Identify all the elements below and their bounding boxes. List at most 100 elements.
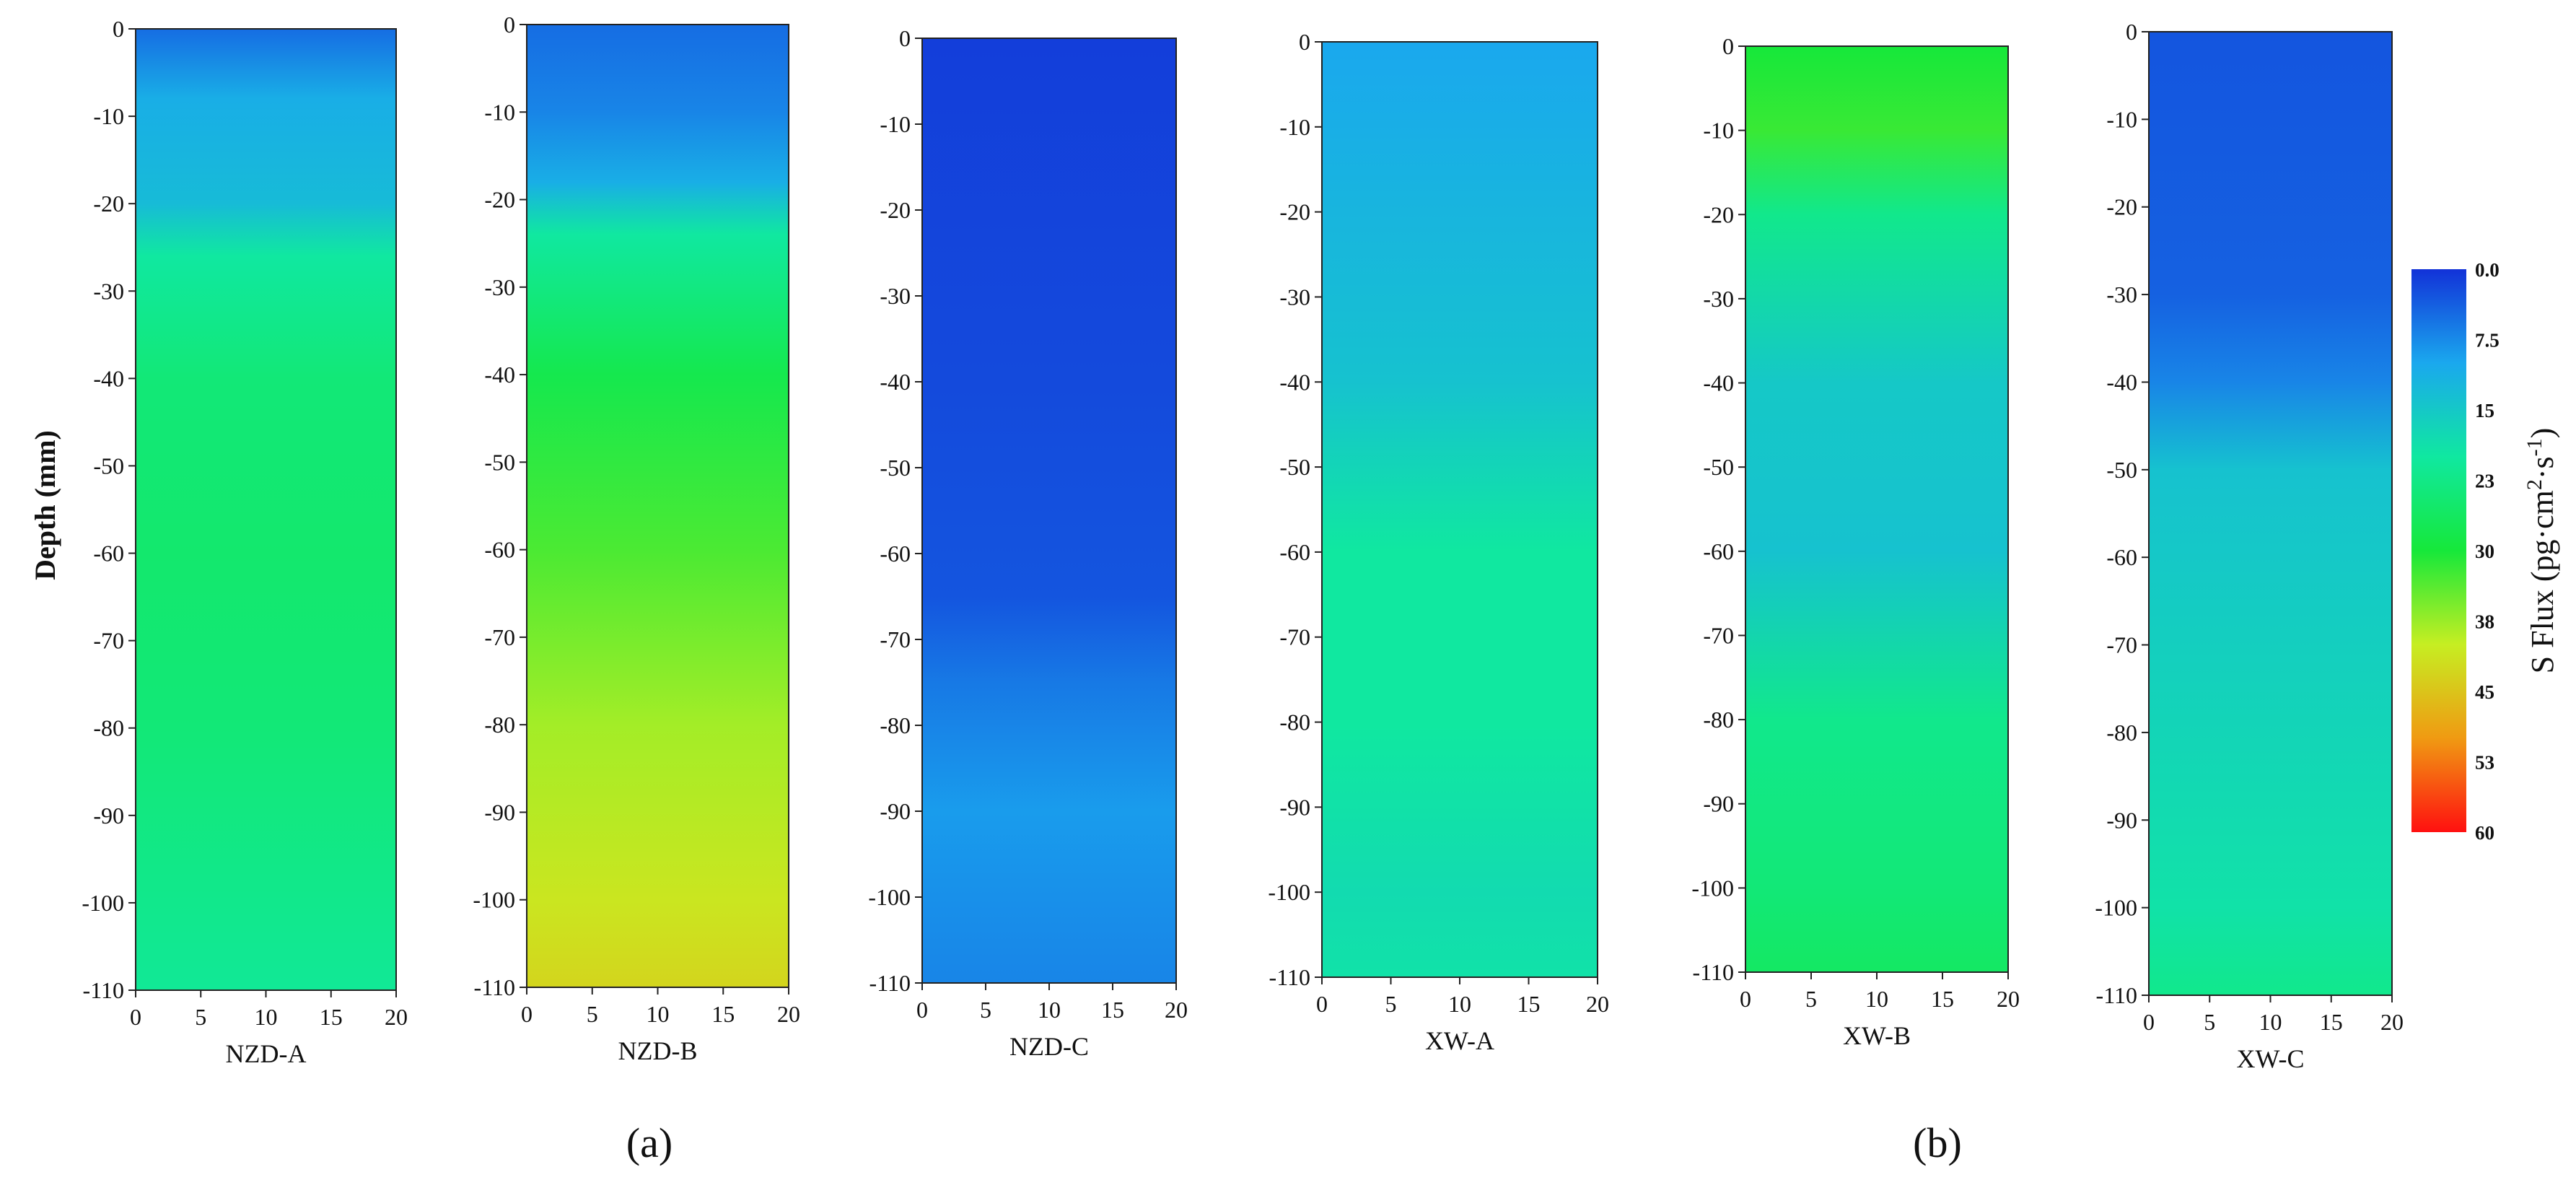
y-tick-label: -60 [1279,539,1310,565]
panel-name: NZD-A [226,1039,307,1068]
y-tick-label: -20 [1279,199,1310,225]
x-tick-label: 0 [1740,986,1751,1012]
x-tick-label: 5 [195,1004,206,1030]
panel-name: NZD-B [618,1036,698,1065]
heatmap-image [921,38,1177,984]
y-tick-label: -60 [880,541,911,567]
y-tick-label: -70 [1703,622,1734,648]
y-tick-label: -60 [93,541,124,567]
x-tick-label: 20 [2380,1009,2404,1035]
y-tick-label: -70 [93,628,124,654]
y-tick-label: -50 [1703,454,1734,480]
x-tick-label: 15 [1931,986,1954,1012]
y-tick-label: -100 [2095,895,2137,921]
panel-name: XW-B [1843,1021,1911,1050]
colorbar-tick-label: 7.5 [2475,330,2500,351]
x-tick-label: 15 [2320,1009,2343,1035]
colorbar: 0.0 7.5 15 23 30 38 45 53 60 S Flux (pg·cm2·s-1) [2411,259,2560,844]
y-tick-label: -10 [93,103,124,129]
y-tick-label: -40 [1279,369,1310,395]
y-axis: 0 -10 -20 -30 -40 -50 -60 -70 -80 -90 -100 -110 [2095,19,2149,1008]
y-tick-label: -30 [880,283,911,309]
x-tick-label: 10 [647,1001,670,1027]
x-tick-label: 20 [1586,991,1609,1017]
x-tick-label: 5 [1385,991,1397,1017]
colorbar-gradient [2411,269,2466,832]
y-tick-label: -20 [484,187,515,213]
y-tick-label: -50 [1279,454,1310,480]
y-tick-label: -100 [82,890,124,916]
x-tick-label: 5 [1805,986,1817,1012]
y-axis-label: Depth (mm) [29,430,61,580]
y-tick-label: -60 [484,537,515,563]
colorbar-tick-label: 53 [2475,752,2494,774]
y-tick-label: -80 [484,712,515,738]
y-tick-label: -110 [2096,982,2137,1008]
y-tick-label: -20 [2106,194,2137,220]
y-tick-label: -40 [880,369,911,395]
x-tick-label: 10 [1038,997,1061,1023]
y-axis: 0 -10 -20 -30 -40 -50 -60 -70 -80 -90 -100 -110 [82,16,136,1003]
y-tick-label: -90 [93,803,124,829]
x-tick-label: 15 [1101,997,1124,1023]
y-tick-label: 0 [1299,29,1310,55]
y-tick-label: -80 [1279,709,1310,735]
subfigure-label-a: (a) [626,1119,673,1166]
y-tick-label: -10 [1279,114,1310,140]
subfigure-label-b: (b) [1913,1119,1962,1166]
y-tick-label: -50 [880,455,911,481]
colorbar-tick-label: 15 [2475,400,2494,421]
x-tick-label: 0 [521,1001,533,1027]
y-tick-label: -50 [93,453,124,478]
y-tick-label: -20 [880,197,911,223]
x-tick-label: 15 [711,1001,735,1027]
y-tick-label: -70 [1279,624,1310,650]
heatmap-image [526,24,789,988]
y-tick-label: -100 [1268,879,1310,905]
y-tick-label: -60 [2106,544,2137,570]
y-tick-label: -90 [880,798,911,824]
heatmap-image [1321,41,1598,978]
x-axis: 0 5 10 15 20 [130,990,408,1030]
panel-name: XW-A [1425,1026,1494,1055]
y-tick-label: -110 [869,970,911,996]
x-axis: 0 5 10 15 20 [916,983,1188,1023]
y-tick-label: -80 [1703,707,1734,733]
y-tick-label: -100 [473,887,515,913]
x-tick-label: 10 [255,1004,278,1030]
y-axis: 0 -10 -20 -30 -40 -50 -60 -70 -80 -90 -100 -110 [868,25,922,996]
panel-name: NZD-C [1009,1032,1089,1061]
y-tick-label: 0 [899,25,911,51]
y-tick-label: -80 [880,712,911,738]
y-tick-label: 0 [113,16,124,42]
y-tick-label: -90 [1703,791,1734,817]
y-tick-label: 0 [504,12,515,38]
x-tick-label: 0 [2143,1009,2155,1035]
y-tick-label: -20 [1703,201,1734,227]
y-tick-label: -40 [2106,369,2137,395]
x-tick-label: 5 [587,1001,598,1027]
x-tick-label: 20 [777,1001,800,1027]
y-tick-label: -60 [1703,538,1734,564]
x-tick-label: 0 [1316,991,1328,1017]
y-axis: 0 -10 -20 -30 -40 -50 -60 -70 -80 -90 -100 -110 [473,12,527,1000]
y-tick-label: -70 [484,624,515,650]
y-tick-label: -50 [2106,457,2137,483]
colorbar-tick-label: 60 [2475,822,2494,844]
y-tick-label: -10 [2106,106,2137,132]
colorbar-ticks: 0.0 7.5 15 23 30 38 45 53 60 [2475,259,2500,844]
y-tick-label: -30 [484,274,515,300]
y-tick-label: -10 [1703,118,1734,144]
y-tick-label: -40 [484,362,515,388]
x-tick-label: 10 [1448,991,1471,1017]
colorbar-tick-label: 23 [2475,471,2494,492]
colorbar-label-sup2: -1 [2523,438,2546,456]
y-tick-label: -80 [2106,720,2137,746]
y-tick-label: -110 [474,974,515,1000]
